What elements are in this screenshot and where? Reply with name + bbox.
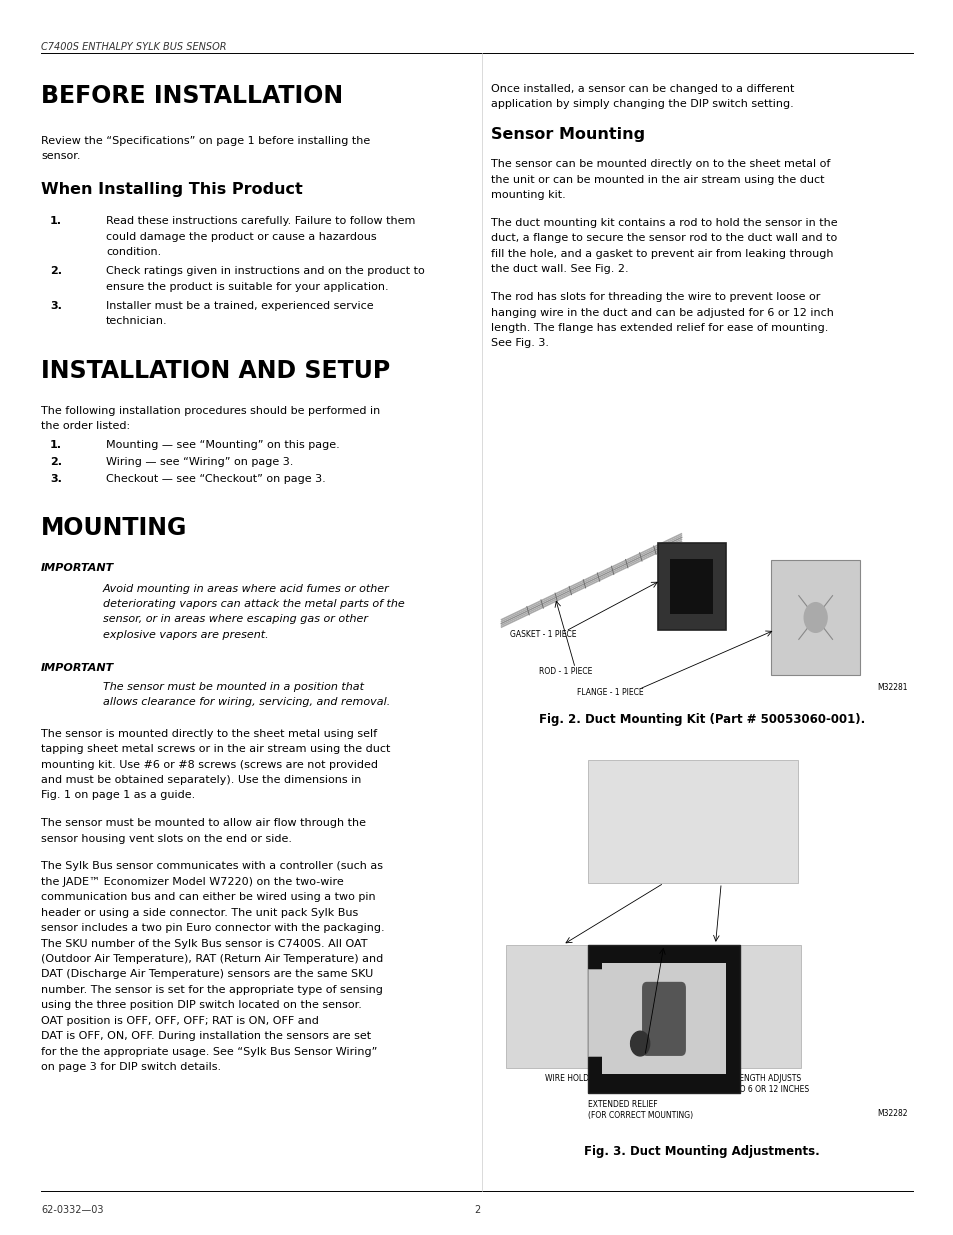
- Text: the JADE™ Economizer Model W7220) on the two-wire: the JADE™ Economizer Model W7220) on the…: [41, 877, 343, 887]
- Text: LENGTH ADJUSTS
TO 6 OR 12 INCHES: LENGTH ADJUSTS TO 6 OR 12 INCHES: [734, 1074, 808, 1094]
- FancyBboxPatch shape: [587, 969, 720, 1056]
- Text: Avoid mounting in areas where acid fumes or other: Avoid mounting in areas where acid fumes…: [103, 583, 390, 594]
- Text: Check ratings given in instructions and on the product to: Check ratings given in instructions and …: [106, 266, 424, 277]
- Text: IMPORTANT: IMPORTANT: [41, 563, 114, 573]
- FancyBboxPatch shape: [770, 561, 859, 674]
- Text: FLANGE - 1 PIECE: FLANGE - 1 PIECE: [577, 688, 643, 697]
- Text: Review the “Specifications” on page 1 before installing the: Review the “Specifications” on page 1 be…: [41, 136, 370, 146]
- Text: WIRE HOLDER: WIRE HOLDER: [545, 1074, 598, 1083]
- Text: header or using a side connector. The unit pack Sylk Bus: header or using a side connector. The un…: [41, 908, 358, 918]
- Text: 2.: 2.: [50, 266, 62, 277]
- Text: 2.: 2.: [50, 457, 62, 467]
- Text: ensure the product is suitable for your application.: ensure the product is suitable for your …: [106, 282, 388, 291]
- Text: number. The sensor is set for the appropriate type of sensing: number. The sensor is set for the approp…: [41, 984, 382, 995]
- Text: The SKU number of the Sylk Bus sensor is C7400S. All OAT: The SKU number of the Sylk Bus sensor is…: [41, 939, 367, 948]
- Text: allows clearance for wiring, servicing, and removal.: allows clearance for wiring, servicing, …: [103, 697, 390, 708]
- Text: INSTALLATION AND SETUP: INSTALLATION AND SETUP: [41, 358, 390, 383]
- Text: EXTENDED RELIEF
(FOR CORRECT MOUNTING): EXTENDED RELIEF (FOR CORRECT MOUNTING): [587, 1100, 692, 1120]
- Text: GASKET - 1 PIECE: GASKET - 1 PIECE: [510, 630, 577, 638]
- Text: 62-0332—03: 62-0332—03: [41, 1205, 104, 1215]
- Text: The sensor is mounted directly to the sheet metal using self: The sensor is mounted directly to the sh…: [41, 729, 376, 739]
- FancyBboxPatch shape: [601, 963, 725, 1074]
- Text: Read these instructions carefully. Failure to follow them: Read these instructions carefully. Failu…: [106, 216, 415, 226]
- Text: Fig. 1 on page 1 as a guide.: Fig. 1 on page 1 as a guide.: [41, 790, 195, 800]
- Text: mounting kit.: mounting kit.: [491, 190, 565, 200]
- Text: DAT is OFF, ON, OFF. During installation the sensors are set: DAT is OFF, ON, OFF. During installation…: [41, 1031, 371, 1041]
- Text: tapping sheet metal screws or in the air stream using the duct: tapping sheet metal screws or in the air…: [41, 743, 390, 755]
- Text: 3.: 3.: [51, 300, 62, 311]
- Text: The sensor can be mounted directly on to the sheet metal of: The sensor can be mounted directly on to…: [491, 159, 830, 169]
- Text: DAT (Discharge Air Temperature) sensors are the same SKU: DAT (Discharge Air Temperature) sensors …: [41, 969, 373, 979]
- Text: and must be obtained separately). Use the dimensions in: and must be obtained separately). Use th…: [41, 774, 361, 785]
- FancyBboxPatch shape: [641, 982, 685, 1056]
- Text: the unit or can be mounted in the air stream using the duct: the unit or can be mounted in the air st…: [491, 174, 824, 185]
- Bar: [491, 525, 912, 698]
- Text: Mounting — see “Mounting” on this page.: Mounting — see “Mounting” on this page.: [106, 440, 339, 451]
- Text: could damage the product or cause a hazardous: could damage the product or cause a haza…: [106, 231, 376, 242]
- Text: The sensor must be mounted in a position that: The sensor must be mounted in a position…: [103, 682, 364, 692]
- Text: the duct wall. See Fig. 2.: the duct wall. See Fig. 2.: [491, 264, 628, 274]
- Text: mounting kit. Use #6 or #8 screws (screws are not provided: mounting kit. Use #6 or #8 screws (screw…: [41, 760, 377, 769]
- Text: BEFORE INSTALLATION: BEFORE INSTALLATION: [41, 84, 343, 107]
- Text: IMPORTANT: IMPORTANT: [41, 662, 114, 673]
- Text: The rod has slots for threading the wire to prevent loose or: The rod has slots for threading the wire…: [491, 291, 820, 303]
- Text: explosive vapors are present.: explosive vapors are present.: [103, 630, 269, 640]
- Text: application by simply changing the DIP switch setting.: application by simply changing the DIP s…: [491, 99, 793, 110]
- Text: See Fig. 3.: See Fig. 3.: [491, 338, 549, 348]
- Text: the order listed:: the order listed:: [41, 421, 130, 431]
- Text: length. The flange has extended relief for ease of mounting.: length. The flange has extended relief f…: [491, 322, 828, 333]
- Text: sensor includes a two pin Euro connector with the packaging.: sensor includes a two pin Euro connector…: [41, 923, 384, 934]
- Circle shape: [630, 1031, 649, 1056]
- FancyBboxPatch shape: [587, 760, 797, 883]
- Text: deteriorating vapors can attack the metal parts of the: deteriorating vapors can attack the meta…: [103, 599, 404, 609]
- Text: condition.: condition.: [106, 247, 161, 257]
- Text: sensor.: sensor.: [41, 151, 80, 162]
- Text: for the the appropriate usage. See “Sylk Bus Sensor Wiring”: for the the appropriate usage. See “Sylk…: [41, 1046, 377, 1057]
- Text: OAT position is OFF, OFF, OFF; RAT is ON, OFF and: OAT position is OFF, OFF, OFF; RAT is ON…: [41, 1015, 318, 1026]
- Text: Installer must be a trained, experienced service: Installer must be a trained, experienced…: [106, 300, 374, 311]
- Text: 1.: 1.: [50, 216, 62, 226]
- Text: The Sylk Bus sensor communicates with a controller (such as: The Sylk Bus sensor communicates with a …: [41, 861, 382, 872]
- Text: on page 3 for DIP switch details.: on page 3 for DIP switch details.: [41, 1062, 221, 1072]
- Text: The duct mounting kit contains a rod to hold the sensor in the: The duct mounting kit contains a rod to …: [491, 217, 837, 228]
- Text: Fig. 2. Duct Mounting Kit (Part # 50053060-001).: Fig. 2. Duct Mounting Kit (Part # 500530…: [538, 713, 864, 726]
- Text: ROD - 1 PIECE: ROD - 1 PIECE: [538, 667, 592, 676]
- Bar: [491, 735, 912, 1130]
- Text: duct, a flange to secure the sensor rod to the duct wall and to: duct, a flange to secure the sensor rod …: [491, 233, 837, 243]
- Text: Fig. 3. Duct Mounting Adjustments.: Fig. 3. Duct Mounting Adjustments.: [583, 1145, 820, 1158]
- Text: communication bus and can either be wired using a two pin: communication bus and can either be wire…: [41, 892, 375, 903]
- Text: 1.: 1.: [50, 440, 62, 451]
- Text: Wiring — see “Wiring” on page 3.: Wiring — see “Wiring” on page 3.: [106, 457, 293, 467]
- Text: Sensor Mounting: Sensor Mounting: [491, 127, 645, 142]
- Text: technician.: technician.: [106, 316, 168, 326]
- FancyBboxPatch shape: [657, 543, 724, 630]
- FancyBboxPatch shape: [667, 945, 801, 1068]
- FancyBboxPatch shape: [505, 945, 639, 1068]
- Circle shape: [803, 603, 826, 632]
- Text: When Installing This Product: When Installing This Product: [41, 182, 302, 196]
- Text: fill the hole, and a gasket to prevent air from leaking through: fill the hole, and a gasket to prevent a…: [491, 248, 833, 259]
- FancyBboxPatch shape: [669, 558, 713, 614]
- Text: Checkout — see “Checkout” on page 3.: Checkout — see “Checkout” on page 3.: [106, 473, 325, 484]
- Text: M32282: M32282: [877, 1109, 907, 1118]
- Text: Once installed, a sensor can be changed to a different: Once installed, a sensor can be changed …: [491, 84, 794, 94]
- Text: 3.: 3.: [51, 473, 62, 484]
- Text: MOUNTING: MOUNTING: [41, 516, 187, 540]
- Text: M32281: M32281: [877, 683, 907, 692]
- Text: 2: 2: [474, 1205, 479, 1215]
- Text: sensor, or in areas where escaping gas or other: sensor, or in areas where escaping gas o…: [103, 614, 368, 625]
- Text: using the three position DIP switch located on the sensor.: using the three position DIP switch loca…: [41, 1000, 361, 1010]
- Text: C7400S ENTHALPY SYLK BUS SENSOR: C7400S ENTHALPY SYLK BUS SENSOR: [41, 42, 226, 52]
- FancyBboxPatch shape: [587, 945, 740, 1093]
- Text: The sensor must be mounted to allow air flow through the: The sensor must be mounted to allow air …: [41, 818, 366, 829]
- Text: (Outdoor Air Temperature), RAT (Return Air Temperature) and: (Outdoor Air Temperature), RAT (Return A…: [41, 953, 383, 965]
- Text: sensor housing vent slots on the end or side.: sensor housing vent slots on the end or …: [41, 834, 292, 844]
- Text: hanging wire in the duct and can be adjusted for 6 or 12 inch: hanging wire in the duct and can be adju…: [491, 308, 833, 317]
- Text: The following installation procedures should be performed in: The following installation procedures sh…: [41, 405, 380, 416]
